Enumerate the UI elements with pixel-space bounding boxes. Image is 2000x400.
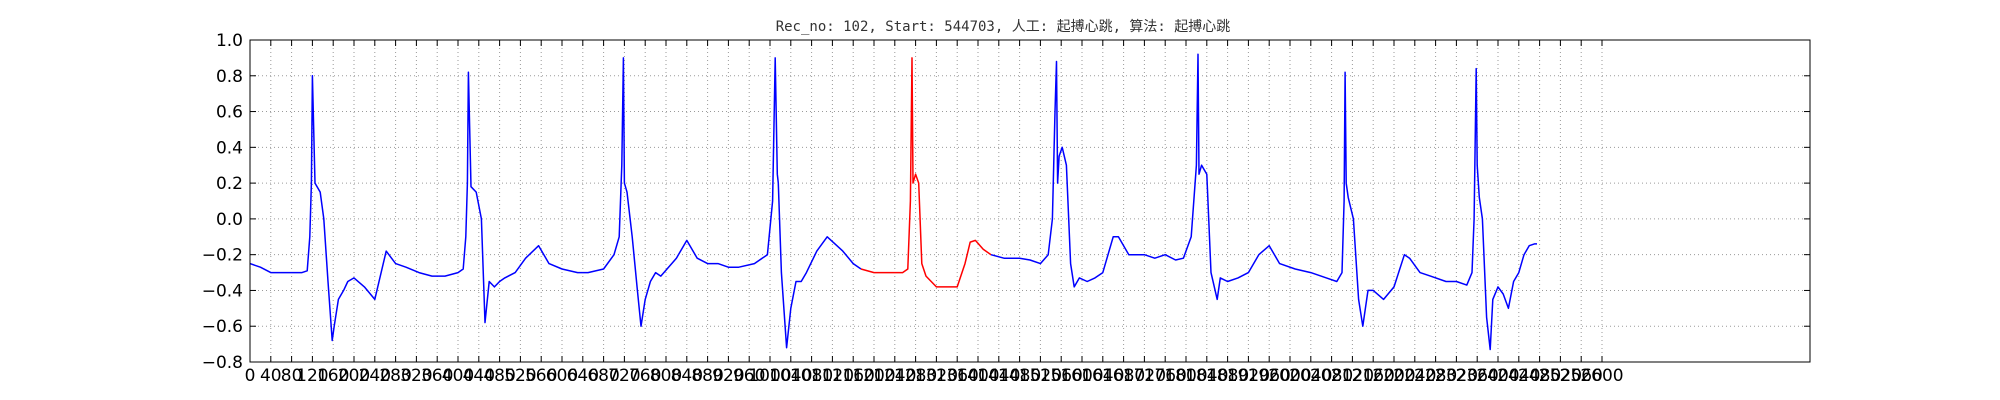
y-tick-label: 1.0 <box>216 31 243 51</box>
x-tick-label: 1960 <box>1248 366 1291 386</box>
x-tick-label: 2200 <box>1372 366 1415 386</box>
x-tick-label: 80 <box>281 366 303 386</box>
x-tick-label: 2240 <box>1393 366 1436 386</box>
x-tick-label: 2040 <box>1289 366 1332 386</box>
x-tick-label: 1000 <box>748 366 791 386</box>
x-tick-label: 0 <box>245 366 256 386</box>
x-tick-label: 1760 <box>1144 366 1187 386</box>
y-tick-label: −0.4 <box>202 281 243 301</box>
x-tick-label: 440 <box>463 366 495 386</box>
y-axis: 1.0 0.8 0.6 0.4 0.2 0.0 −0.2 −0.4 −0.6 −0.8 <box>202 31 1810 373</box>
x-tick-label: 2280 <box>1414 366 1457 386</box>
x-tick-label: 200 <box>338 366 370 386</box>
y-tick-label: −0.2 <box>202 246 243 266</box>
x-tick-label: 1040 <box>769 366 812 386</box>
chart-title: Rec_no: 102, Start: 544703, 人工: 起搏心跳, 算法… <box>776 18 1231 35</box>
ecg-series-line-1 <box>249 57 862 349</box>
y-tick-label: −0.8 <box>202 353 243 373</box>
x-tick-label: 640 <box>567 366 599 386</box>
x-tick-label: 1240 <box>873 366 916 386</box>
y-tick-label: 0.6 <box>216 103 243 123</box>
x-tick-label: 840 <box>671 366 703 386</box>
x-tick-label: 1400 <box>956 366 999 386</box>
x-tick-label: 1160 <box>832 366 875 386</box>
plot-frame <box>249 39 1811 363</box>
x-tick-label: 1480 <box>998 366 1041 386</box>
x-tick-label: 800 <box>650 366 682 386</box>
x-tick-label: 1280 <box>894 366 937 386</box>
x-tick-label: 1920 <box>1227 366 1270 386</box>
x-tick-label: 1200 <box>852 366 895 386</box>
x-tick-label: 320 <box>400 366 432 386</box>
x-tick-label: 1800 <box>1164 366 1207 386</box>
y-tick-label: 0.4 <box>216 138 243 158</box>
x-tick-label: 2480 <box>1518 366 1561 386</box>
x-tick-label: 2360 <box>1456 366 1499 386</box>
x-tick-label: 480 <box>483 366 515 386</box>
x-tick-label: 1080 <box>790 366 833 386</box>
x-tick-label: 120 <box>296 366 328 386</box>
x-tick-label: 2160 <box>1352 366 1395 386</box>
x-tick-label: 2600 <box>1580 366 1623 386</box>
y-tick-label: 0.2 <box>216 174 243 194</box>
x-tick-label: 2000 <box>1268 366 1311 386</box>
x-tick-label: 40 <box>260 366 282 386</box>
series-layer <box>249 53 1537 351</box>
ecg-series-line-3 <box>990 53 1537 351</box>
x-tick-label: 1440 <box>977 366 1020 386</box>
x-tick-label: 2120 <box>1331 366 1374 386</box>
y-tick-label: 0.0 <box>216 210 243 230</box>
x-tick-label: 1840 <box>1185 366 1228 386</box>
x-tick-label: 240 <box>359 366 391 386</box>
x-tick-label: 280 <box>379 366 411 386</box>
x-tick-label: 1520 <box>1019 366 1062 386</box>
x-tick-label: 2440 <box>1497 366 1540 386</box>
x-tick-label: 560 <box>525 366 557 386</box>
x-tick-label: 2560 <box>1560 366 1603 386</box>
y-tick-label: 0.8 <box>216 67 243 87</box>
x-tick-label: 160 <box>317 366 349 386</box>
x-tick-label: 2400 <box>1476 366 1519 386</box>
grid-lines <box>250 40 1810 362</box>
x-tick-label: 720 <box>608 366 640 386</box>
x-tick-label: 2080 <box>1310 366 1353 386</box>
x-axis: 0 40 8012016020024028032036040044048052056… <box>245 40 1624 386</box>
x-tick-label: 1320 <box>915 366 958 386</box>
x-tick-label: 1120 <box>811 366 854 386</box>
x-tick-label: 360 <box>421 366 453 386</box>
x-tick-label: 1360 <box>936 366 979 386</box>
x-tick-label: 1560 <box>1040 366 1083 386</box>
x-tick-label: 1640 <box>1081 366 1124 386</box>
ecg-series-line-2 <box>860 57 992 288</box>
x-tick-label: 680 <box>587 366 619 386</box>
x-tick-label: 760 <box>629 366 661 386</box>
x-tick-label: 400 <box>442 366 474 386</box>
x-tick-label: 1680 <box>1102 366 1145 386</box>
x-tick-label: 520 <box>504 366 536 386</box>
x-tick-label: 2320 <box>1435 366 1478 386</box>
y-tick-label: −0.6 <box>202 317 243 337</box>
x-tick-label: 1600 <box>1060 366 1103 386</box>
x-tick-label: 880 <box>691 366 723 386</box>
x-tick-label: 960 <box>733 366 765 386</box>
x-tick-label: 920 <box>712 366 744 386</box>
x-tick-label: 1720 <box>1123 366 1166 386</box>
x-tick-label: 2520 <box>1539 366 1582 386</box>
x-tick-label: 1880 <box>1206 366 1249 386</box>
x-tick-label: 600 <box>546 366 578 386</box>
